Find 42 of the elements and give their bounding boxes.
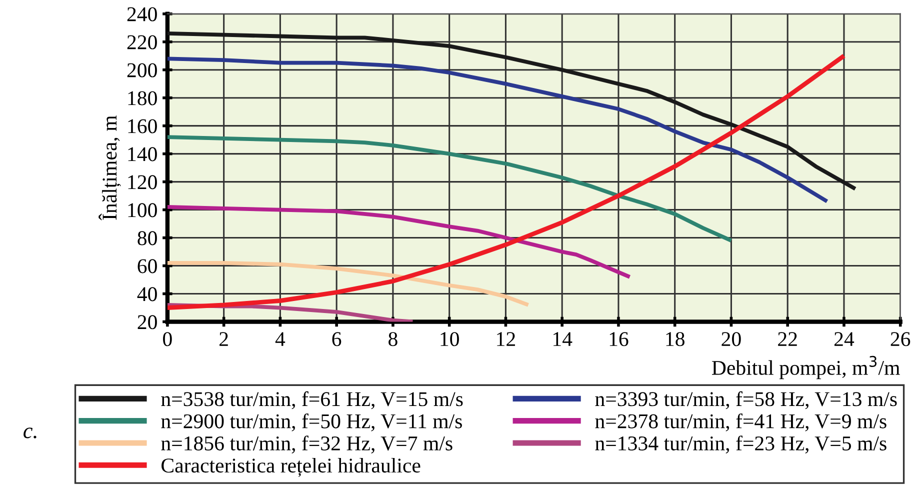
legend-label: n=2900 tur/min, f=50 Hz, V=11 m/s bbox=[161, 413, 462, 432]
y-tick-label: 220 bbox=[127, 35, 157, 50]
x-tick-label: 26 bbox=[890, 332, 910, 346]
line-series bbox=[167, 54, 846, 310]
x-tick-label: 2 bbox=[220, 332, 228, 346]
legend-label: n=3538 tur/min, f=61 Hz, V=15 m/s bbox=[161, 391, 463, 410]
x-tick-label: 20 bbox=[722, 332, 741, 346]
line-series bbox=[167, 135, 734, 243]
y-axis-title: Înălțimea, m bbox=[98, 115, 121, 220]
line-series bbox=[167, 56, 830, 204]
y-tick-label: 100 bbox=[128, 203, 157, 218]
x-tick-label: 10 bbox=[440, 332, 459, 346]
y-tick-label: 20 bbox=[138, 315, 157, 330]
x-tick-label: 6 bbox=[332, 332, 342, 346]
legend-label: n=1856 tur/min, f=32 Hz, V=7 m/s bbox=[161, 436, 452, 454]
y-tick-label: 240 bbox=[127, 7, 157, 22]
legend-label: n=1334 tur/min, f=23 Hz, V=5 m/s bbox=[595, 436, 886, 454]
x-tick-label: 16 bbox=[610, 332, 628, 346]
x-tick-label: 4 bbox=[275, 332, 286, 346]
y-tick-label: 140 bbox=[128, 147, 157, 162]
y-tick-label: 40 bbox=[137, 287, 157, 302]
x-tick-label: 22 bbox=[778, 332, 797, 346]
line-series bbox=[167, 261, 530, 307]
line-series bbox=[167, 205, 632, 279]
y-tick-label: 180 bbox=[128, 91, 157, 106]
x-tick-label: 8 bbox=[388, 332, 398, 346]
legend-label: n=3393 tur/min, f=58 Hz, V=13 m/s bbox=[595, 391, 897, 410]
y-tick-label: 120 bbox=[128, 175, 157, 190]
text: c. bbox=[24, 428, 36, 438]
x-tick-label: 0 bbox=[163, 332, 172, 346]
y-tick-label: 160 bbox=[128, 119, 157, 134]
y-tick-label: 60 bbox=[138, 259, 157, 274]
x-tick-label: 18 bbox=[666, 332, 684, 346]
y-tick-label: 200 bbox=[127, 63, 157, 78]
x-axis-title: Debitul pompei, m$^{3}$/m bbox=[712, 356, 900, 380]
line-series bbox=[167, 32, 858, 191]
x-tick-label: 14 bbox=[554, 332, 572, 346]
x-tick-label: 12 bbox=[497, 332, 515, 346]
legend-label: Caracteristica rețelei hidraulice bbox=[162, 458, 420, 477]
legend-label: n=2378 tur/min, f=41 Hz, V=9 m/s bbox=[595, 413, 886, 432]
x-tick-label: 24 bbox=[834, 332, 854, 346]
y-tick-label: 80 bbox=[138, 231, 157, 246]
